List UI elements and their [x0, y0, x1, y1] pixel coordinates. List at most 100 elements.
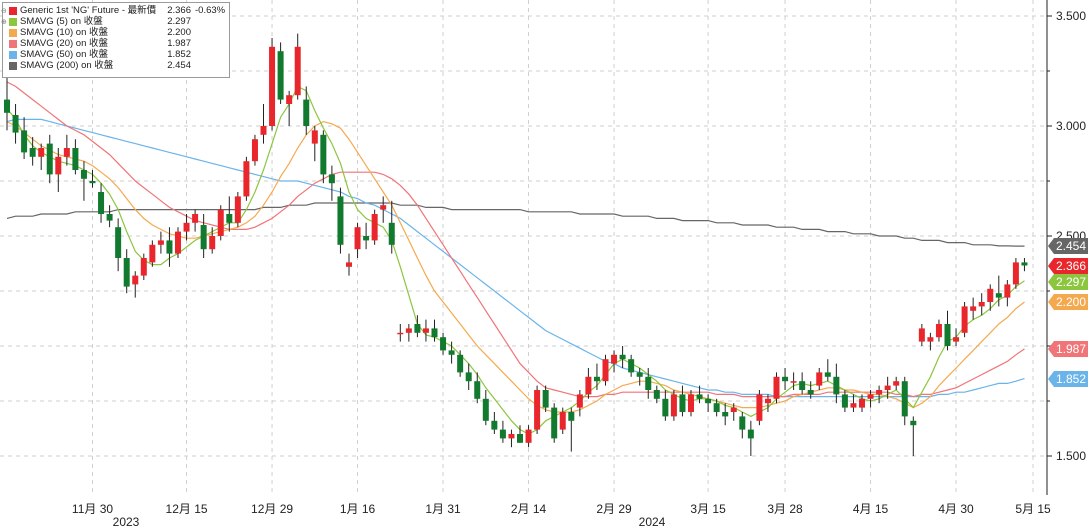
candle-body [773, 376, 780, 399]
legend-value: 1.987 [167, 38, 191, 49]
candle-body [628, 359, 635, 373]
candle-body [251, 139, 258, 162]
sma20-line [6, 81, 1025, 398]
candle [4, 71, 10, 131]
legend-item[interactable]: SMAVG (200) on 收盤 2.454 [9, 60, 225, 71]
legend-item[interactable]: SMAVG (50) on 收盤 1.852 [9, 49, 225, 60]
moving-average-lines [6, 81, 1025, 435]
candle-body [371, 214, 378, 241]
candle-body [927, 337, 934, 342]
legend-swatch [9, 6, 17, 15]
candle-body [448, 350, 455, 355]
candle-body [739, 416, 746, 430]
candle-body [217, 209, 224, 236]
candle [226, 196, 233, 232]
value-tag: 1.852 [1048, 371, 1088, 387]
legend: ⊖ ⊕ Generic 1st 'NG' Future - 最新價 2.366 … [1, 2, 230, 78]
sma10-line [6, 120, 1025, 413]
candle-body [970, 306, 977, 311]
candle [705, 394, 712, 412]
value-tags: 2.454 2.366 2.297 2.200 1.987 1.852 [1048, 238, 1088, 387]
candle [499, 420, 506, 443]
candle-body [414, 324, 421, 333]
candle [833, 363, 840, 404]
candle-body [688, 394, 694, 412]
candle [115, 218, 122, 272]
candle-body [123, 258, 130, 287]
grid-lines [0, 0, 1047, 495]
candle [234, 192, 241, 228]
x-tick-label: 1月 16 [340, 502, 376, 516]
candle [782, 368, 789, 390]
candle [970, 297, 977, 320]
candle [593, 363, 600, 390]
candle [491, 412, 498, 434]
candle [72, 139, 79, 175]
candle [371, 209, 378, 245]
candle [422, 319, 429, 342]
candle-body [115, 227, 122, 258]
candle [696, 385, 703, 404]
x-tick-label: 4月 15 [853, 502, 889, 516]
candle [106, 205, 113, 228]
candle-body [790, 381, 797, 383]
candle-body [474, 381, 481, 399]
candle-body [200, 225, 207, 250]
candle-body [995, 293, 1002, 298]
legend-value: 2.366 [167, 5, 191, 16]
candle-body [833, 376, 840, 395]
x-axis-ticks: 11月 30 12月 15 12月 29 1月 16 1月 31 2月 14 2月 29 3月… [72, 502, 1051, 527]
legend-label: SMAVG (200) on 收盤 [20, 60, 114, 71]
legend-expand-icon[interactable]: ⊕ [1, 19, 7, 26]
candle-body [46, 143, 53, 175]
candle [756, 390, 763, 426]
candle [388, 200, 395, 254]
legend-item[interactable]: SMAVG (20) on 收盤 1.987 [9, 38, 225, 49]
x-year-label: 2024 [639, 515, 666, 527]
candle [55, 148, 62, 192]
candle-body [286, 95, 293, 104]
candle-body [422, 328, 429, 333]
x-tick-label: 2月 14 [511, 502, 547, 516]
candle [935, 319, 942, 342]
candle-body [149, 244, 156, 263]
x-tick-label: 4月 30 [938, 502, 974, 516]
candle [722, 403, 729, 426]
legend-item[interactable]: SMAVG (5) on 收盤 2.297 [9, 16, 225, 27]
candle [901, 376, 908, 426]
candle [217, 205, 224, 241]
candle-body [21, 130, 28, 153]
candle-body [311, 130, 318, 144]
candle-body [303, 99, 310, 126]
candle [209, 227, 216, 254]
candle [688, 390, 694, 417]
candle [243, 156, 250, 201]
value-tag-bg [1048, 341, 1088, 357]
candle [183, 214, 190, 241]
candle [910, 416, 917, 456]
candle-body [106, 214, 113, 221]
candle [551, 403, 558, 443]
candle [542, 385, 549, 412]
candle [140, 253, 147, 280]
candle-body [1021, 262, 1028, 266]
candle-body [525, 429, 532, 443]
candle-body [328, 174, 335, 184]
legend-item[interactable]: Generic 1st 'NG' Future - 最新價 2.366 -0.6… [9, 5, 225, 16]
candle-body [876, 390, 883, 395]
value-tag: 2.454 [1048, 238, 1088, 254]
candle [995, 275, 1002, 307]
candle [89, 170, 96, 188]
candle-body [987, 288, 994, 302]
value-tag: 1.987 [1048, 341, 1088, 357]
legend-collapse-icon[interactable]: ⊖ [1, 8, 7, 15]
candle [987, 284, 994, 311]
candle-body [782, 376, 789, 382]
legend-item[interactable]: SMAVG (10) on 收盤 2.200 [9, 27, 225, 38]
sma200-line [6, 202, 1025, 247]
candle [611, 350, 618, 373]
x-tick-label: 3月 15 [690, 502, 726, 516]
candle [534, 385, 541, 434]
candle-body [337, 196, 344, 245]
candle [1004, 280, 1011, 307]
